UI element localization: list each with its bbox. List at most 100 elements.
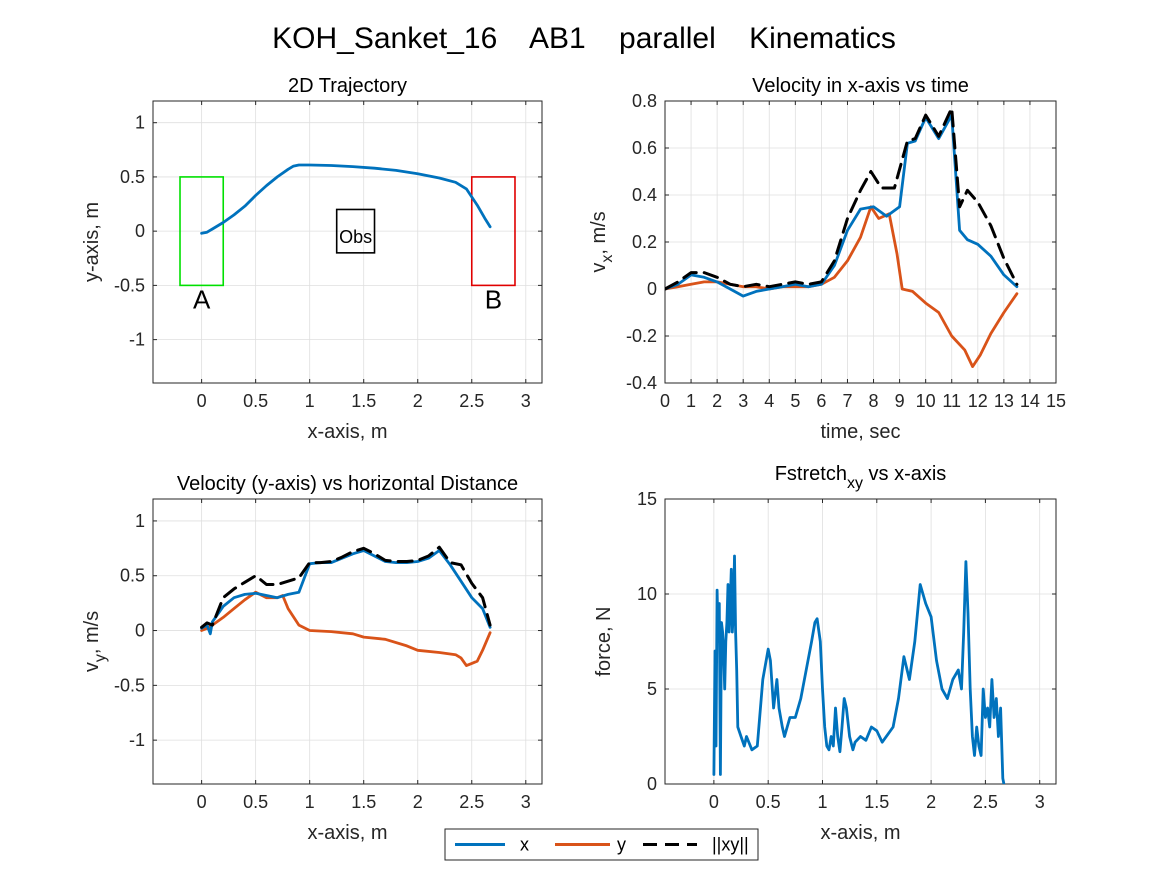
series-line-y — [200, 590, 492, 667]
x-tick-label: 2 — [413, 792, 423, 812]
x-tick-label: 3 — [521, 391, 531, 411]
title-suffix: vs x-axis — [863, 463, 946, 485]
x-tick-label: 3 — [1035, 792, 1045, 812]
x-tick-label: 2 — [926, 792, 936, 812]
y-tick-label: 15 — [637, 489, 657, 509]
x-tick-label: 0.5 — [243, 391, 268, 411]
obstacle-box — [335, 208, 376, 254]
axes-border — [152, 498, 543, 785]
y-tick-label: 0.5 — [120, 566, 145, 586]
x-tick-label: 5 — [790, 391, 800, 411]
x-tick-label: 2.5 — [459, 792, 484, 812]
plot-area — [152, 498, 543, 785]
x-tick-label: 0.5 — [756, 792, 781, 812]
panel-traj: 0 0.5 1 1.5 2 2.5 3 -1 -0.5 0 0.5 1 2D Trajectory x-a… — [81, 75, 543, 443]
series-line-x — [665, 113, 1019, 298]
x-tick-label: 10 — [916, 391, 936, 411]
x-tick-label: 7 — [842, 391, 852, 411]
x-tick-label: 6 — [816, 391, 826, 411]
x-tick-label: 4 — [764, 391, 774, 411]
series-line-x — [200, 163, 492, 235]
panel-title: Fstretchxy vs x-axis — [775, 463, 947, 492]
x-tick-label: 3 — [521, 792, 531, 812]
y-tick-label: -1 — [129, 730, 145, 750]
figure-title: KOH_Sanket_16 AB1 parallel Kinematics — [272, 22, 896, 55]
x-tick-label: 1.5 — [864, 792, 889, 812]
end-region-box — [470, 176, 516, 287]
x-tick-label: 2.5 — [973, 792, 998, 812]
legend-label-x: x — [520, 835, 529, 855]
y-tick-label: 10 — [637, 584, 657, 604]
x-tick-label: 12 — [968, 391, 988, 411]
y-tick-label: 0.4 — [632, 185, 657, 205]
axes-border — [664, 100, 1057, 384]
y-axis-label: y-axis, m — [81, 202, 103, 282]
title-subscript: xy — [847, 475, 863, 492]
x-tick-label: 0 — [197, 792, 207, 812]
x-tick-label: 2.5 — [459, 391, 484, 411]
x-tick-label: 9 — [895, 391, 905, 411]
x-tick-label: 3 — [738, 391, 748, 411]
y-tick-label: -0.5 — [114, 675, 145, 695]
axes-border — [664, 498, 1057, 785]
obstacle-label: Obs — [339, 227, 372, 247]
x-axis-label: time, sec — [820, 421, 900, 443]
legend-label-y: y — [617, 835, 626, 855]
start-label: A — [193, 284, 211, 314]
panel-title: 2D Trajectory — [288, 75, 407, 97]
y-label-subscript: y — [92, 654, 109, 662]
y-label-subscript: x — [599, 255, 616, 263]
y-tick-label: 5 — [647, 679, 657, 699]
series-line-x — [200, 549, 492, 636]
y-tick-label: 0.5 — [120, 167, 145, 187]
x-tick-label: 1 — [817, 792, 827, 812]
y-label-suffix: , m/s — [81, 611, 103, 654]
y-axis-label: vx, m/s — [588, 211, 616, 272]
x-tick-label: 1 — [305, 391, 315, 411]
y-tick-label: -0.5 — [114, 275, 145, 295]
y-tick-label: 0.8 — [632, 91, 657, 111]
x-tick-label: 0 — [709, 792, 719, 812]
plot-area — [152, 100, 543, 384]
y-tick-label: -0.4 — [626, 373, 657, 393]
x-tick-label: 14 — [1020, 391, 1040, 411]
end-label: B — [485, 284, 502, 314]
y-tick-label: 0 — [135, 221, 145, 241]
y-tick-label: 0 — [647, 279, 657, 299]
panel-vy: 0 0.5 1 1.5 2 2.5 3 -1 -0.5 0 0.5 1 Velocity (y-axis… — [81, 473, 543, 844]
y-axis-label: vy, m/s — [81, 611, 109, 672]
x-tick-label: 15 — [1046, 391, 1066, 411]
series-line-xy — [200, 545, 492, 629]
y-tick-label: -1 — [129, 330, 145, 350]
panel-title: Velocity in x-axis vs time — [752, 75, 969, 97]
x-tick-label: 1.5 — [351, 792, 376, 812]
y-tick-label: 1 — [135, 511, 145, 531]
series-line-xy — [665, 106, 1019, 291]
x-axis-label: x-axis, m — [308, 421, 388, 443]
legend: x y ||xy|| — [444, 828, 759, 861]
panel-vx: 0 1 2 3 4 5 6 7 8 9 10 11 12 13 14 15-0.4-0.200.20.40.6… — [588, 75, 1066, 443]
y-tick-label: 0 — [647, 774, 657, 794]
chart-panels: 0 0.5 1 1.5 2 2.5 3 -1 -0.5 0 0.5 1 2D Trajectory x-a… — [81, 75, 1066, 844]
y-tick-label: 0 — [135, 621, 145, 641]
x-axis-label: x-axis, m — [821, 822, 901, 844]
y-tick-label: 0.6 — [632, 138, 657, 158]
x-axis-label: x-axis, m — [308, 822, 388, 844]
series-line-x — [712, 554, 1006, 784]
y-axis-label: force, N — [593, 606, 615, 676]
x-tick-label: 0 — [197, 391, 207, 411]
y-tick-label: 0.2 — [632, 232, 657, 252]
x-tick-label: 8 — [869, 391, 879, 411]
x-tick-label: 0 — [660, 391, 670, 411]
x-tick-label: 1 — [305, 792, 315, 812]
y-tick-label: -0.2 — [626, 326, 657, 346]
x-tick-label: 2 — [413, 391, 423, 411]
x-tick-label: 11 — [942, 391, 961, 411]
legend-label-xy: ||xy|| — [712, 835, 749, 855]
y-tick-label: 1 — [135, 113, 145, 133]
y-label-suffix: , m/s — [588, 211, 610, 254]
start-region-box — [179, 176, 225, 287]
x-tick-label: 1 — [686, 391, 696, 411]
